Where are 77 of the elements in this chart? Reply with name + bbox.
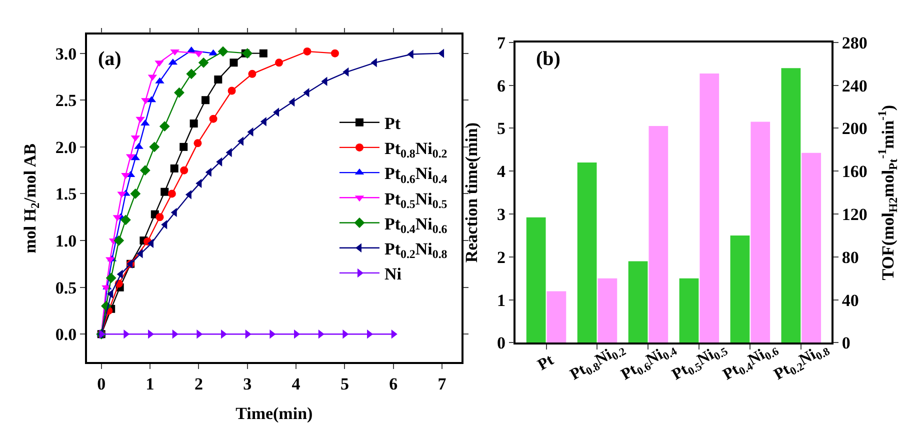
x-tick-label: 4 xyxy=(292,374,301,394)
point xyxy=(214,76,222,84)
legend-label: Pt$_{0.5}$Ni$_{0.5}$ xyxy=(384,189,448,211)
point xyxy=(160,188,169,196)
point xyxy=(186,68,197,80)
point xyxy=(140,165,150,176)
y-tick-label: 3 xyxy=(497,204,506,224)
point xyxy=(330,49,339,58)
legend-label: Pt xyxy=(384,114,401,133)
y-tick-label: 1 xyxy=(497,290,506,310)
point xyxy=(156,213,164,222)
y2-tick-label: 200 xyxy=(842,119,868,138)
x-axis-title: Time(min) xyxy=(236,404,313,424)
y2-tick-label: 280 xyxy=(842,33,868,52)
y-tick-label: 2.0 xyxy=(55,138,77,157)
y2-tick-label: 240 xyxy=(842,76,868,96)
legend-label: Pt$_{0.8}$Ni$_{0.2}$ xyxy=(384,139,448,161)
point xyxy=(114,235,124,246)
x-tick-label: 6 xyxy=(389,374,398,394)
x-tick-label: 5 xyxy=(340,374,349,394)
legend-label: Ni xyxy=(384,264,402,284)
y-tick-label: 1.5 xyxy=(55,184,77,204)
y-tick-label: 5 xyxy=(497,119,506,138)
y-tick-label: 1.0 xyxy=(55,231,77,250)
y2-tick-label: 160 xyxy=(842,162,868,182)
point xyxy=(149,142,160,152)
bar xyxy=(700,74,720,343)
y-tick-label: 7 xyxy=(497,33,506,52)
legend-label: Pt$_{0.4}$Ni$_{0.6}$ xyxy=(384,214,448,236)
point xyxy=(190,120,198,128)
y-axis-title: Reaction time(min) xyxy=(462,122,482,263)
y2-tick-label: 120 xyxy=(842,204,868,224)
point xyxy=(218,46,228,57)
point xyxy=(303,47,312,56)
bar xyxy=(577,162,597,343)
y2-tick-label: 40 xyxy=(842,290,859,310)
point xyxy=(174,87,184,98)
legend-label: Pt$_{0.2}$Ni$_{0.8}$ xyxy=(384,239,448,262)
point xyxy=(242,48,253,59)
point xyxy=(275,58,283,67)
bar xyxy=(648,126,668,343)
x-tick-label: 7 xyxy=(438,374,447,394)
y-tick-label: 4 xyxy=(497,162,506,182)
point xyxy=(194,139,202,148)
y-tick-label: 0.5 xyxy=(55,278,77,298)
y-tick-label: 2 xyxy=(497,248,506,267)
point xyxy=(209,114,218,123)
point xyxy=(248,70,256,78)
point xyxy=(120,214,131,226)
x-tick-label: 3 xyxy=(243,374,252,394)
point xyxy=(230,58,238,67)
x-tick-label: 2 xyxy=(194,374,203,394)
bar xyxy=(679,278,699,343)
y-tick-label: 3.0 xyxy=(55,44,77,64)
y-tick-label: 2.5 xyxy=(55,91,77,110)
point xyxy=(228,86,236,95)
point xyxy=(106,272,116,284)
x-tick-label: Pt xyxy=(535,351,558,374)
point xyxy=(130,188,141,199)
y-tick-label: 0.0 xyxy=(55,325,77,344)
y-tick-label: 6 xyxy=(497,76,506,96)
point xyxy=(180,166,188,174)
point xyxy=(170,164,178,172)
legend-label: Pt$_{0.6}$Ni$_{0.4}$ xyxy=(384,164,448,186)
annotation: (b) xyxy=(536,48,560,70)
x-tick-label: 0 xyxy=(97,374,106,394)
annotation: (a) xyxy=(98,48,122,70)
x-tick-label: 1 xyxy=(146,374,154,394)
point xyxy=(259,49,268,58)
bar xyxy=(526,217,546,343)
point xyxy=(159,121,170,132)
y2-tick-label: 80 xyxy=(842,248,859,267)
point xyxy=(198,57,209,68)
point xyxy=(180,142,188,151)
bar xyxy=(750,122,770,343)
point xyxy=(202,96,210,104)
point xyxy=(168,190,176,198)
